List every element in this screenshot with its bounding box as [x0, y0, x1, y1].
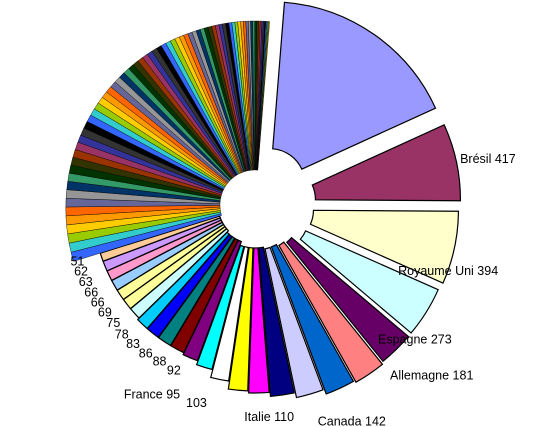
data-label-allemagne: Allemagne 181	[390, 369, 473, 383]
pie-slice-unlabeled-13	[182, 239, 243, 362]
pie-slice-allemagne	[285, 236, 410, 363]
pie-slice--tats-unis	[272, 1, 437, 170]
data-label-italie: Italie 110	[244, 410, 294, 424]
pie-slice-france	[195, 244, 245, 371]
data-label-value-62: 62	[74, 264, 88, 278]
pie-slices	[65, 1, 462, 399]
pie-slice-unlabeled-8	[258, 246, 295, 398]
pie-slice-unlabeled-6	[270, 243, 355, 395]
data-label-value-66: 66	[91, 296, 105, 310]
data-label-value-86: 86	[139, 346, 153, 360]
pie-slice-unlabeled-5	[278, 241, 384, 384]
pie-center-hole	[221, 171, 289, 239]
data-label-royaume-uni: Royaume Uni 394	[398, 264, 498, 278]
pie-slice-italie	[247, 247, 270, 394]
pie-slice-canada	[264, 246, 324, 399]
data-label-value-51: 51	[70, 255, 84, 269]
data-label-france: France 95	[124, 388, 180, 402]
data-label-value-103: 103	[186, 396, 207, 410]
pie-slice-unlabeled-10	[227, 246, 254, 392]
data-label-value-66: 66	[84, 285, 98, 299]
data-label-br-sil: Brésil 417	[460, 152, 516, 166]
data-label-value-69: 69	[98, 306, 112, 320]
pie-slice-espagne	[299, 230, 439, 334]
data-label-value-83: 83	[126, 337, 140, 351]
data-label-espagne: Espagne 273	[378, 333, 452, 347]
pie-slice-small	[257, 21, 270, 171]
data-label-value-78: 78	[115, 327, 129, 341]
data-label-value-63: 63	[79, 275, 93, 289]
pie-slice-br-sil	[311, 124, 462, 202]
pie-slice-unlabeled-17	[136, 231, 231, 330]
data-label-value-92: 92	[167, 364, 181, 378]
data-label-canada: Canada 142	[318, 415, 386, 427]
data-label-value-75: 75	[106, 316, 120, 330]
pie-slice-unlabeled-11	[210, 245, 249, 382]
data-label-value-88: 88	[153, 355, 167, 369]
pie-slice-royaume-uni	[309, 209, 460, 284]
